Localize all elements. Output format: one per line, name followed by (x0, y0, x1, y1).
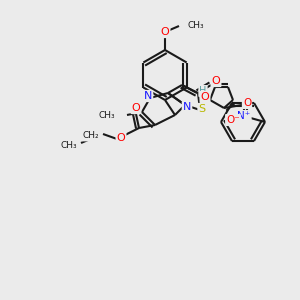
Text: CH₂: CH₂ (82, 131, 99, 140)
Text: N⁺: N⁺ (237, 111, 250, 121)
Text: O: O (160, 27, 169, 37)
Text: N: N (183, 102, 191, 112)
Text: O: O (243, 98, 251, 108)
Text: CH₃: CH₃ (98, 112, 115, 121)
Text: O⁻: O⁻ (226, 115, 240, 125)
Text: N: N (144, 91, 152, 101)
Text: CH₃: CH₃ (60, 140, 77, 149)
Text: O: O (201, 92, 209, 102)
Text: H: H (199, 86, 207, 96)
Text: S: S (198, 104, 206, 114)
Text: O: O (117, 133, 125, 143)
Text: O: O (212, 76, 220, 86)
Text: CH₃: CH₃ (187, 20, 204, 29)
Text: O: O (132, 103, 140, 113)
